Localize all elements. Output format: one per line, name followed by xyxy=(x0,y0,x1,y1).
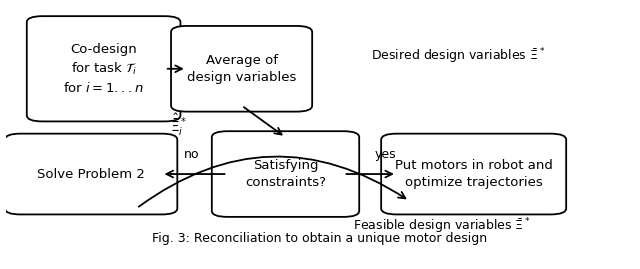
Text: Put motors in robot and
optimize trajectories: Put motors in robot and optimize traject… xyxy=(395,159,552,189)
Text: Solve Problem 2: Solve Problem 2 xyxy=(37,168,145,180)
Text: Satisfying
constraints?: Satisfying constraints? xyxy=(245,159,326,189)
FancyBboxPatch shape xyxy=(381,134,566,214)
Text: Feasible design variables $\bar{\Xi}^*$: Feasible design variables $\bar{\Xi}^*$ xyxy=(353,217,531,236)
Text: Fig. 3: Reconciliation to obtain a unique motor design: Fig. 3: Reconciliation to obtain a uniqu… xyxy=(152,232,488,245)
Text: yes: yes xyxy=(375,148,397,161)
Text: Co-design
for task $\mathcal{T}_i$
for $i=1...n$: Co-design for task $\mathcal{T}_i$ for $… xyxy=(63,43,144,95)
Text: Average of
design variables: Average of design variables xyxy=(187,54,296,84)
FancyBboxPatch shape xyxy=(27,16,180,121)
Text: $\hat{\bar{\Xi}}_i^*$: $\hat{\bar{\Xi}}_i^*$ xyxy=(170,112,188,138)
FancyArrowPatch shape xyxy=(139,157,405,207)
FancyBboxPatch shape xyxy=(171,26,312,112)
FancyBboxPatch shape xyxy=(212,131,359,217)
Text: no: no xyxy=(184,148,199,161)
Text: Desired design variables $\bar{\Xi}^*$: Desired design variables $\bar{\Xi}^*$ xyxy=(371,47,545,66)
FancyBboxPatch shape xyxy=(5,134,177,214)
